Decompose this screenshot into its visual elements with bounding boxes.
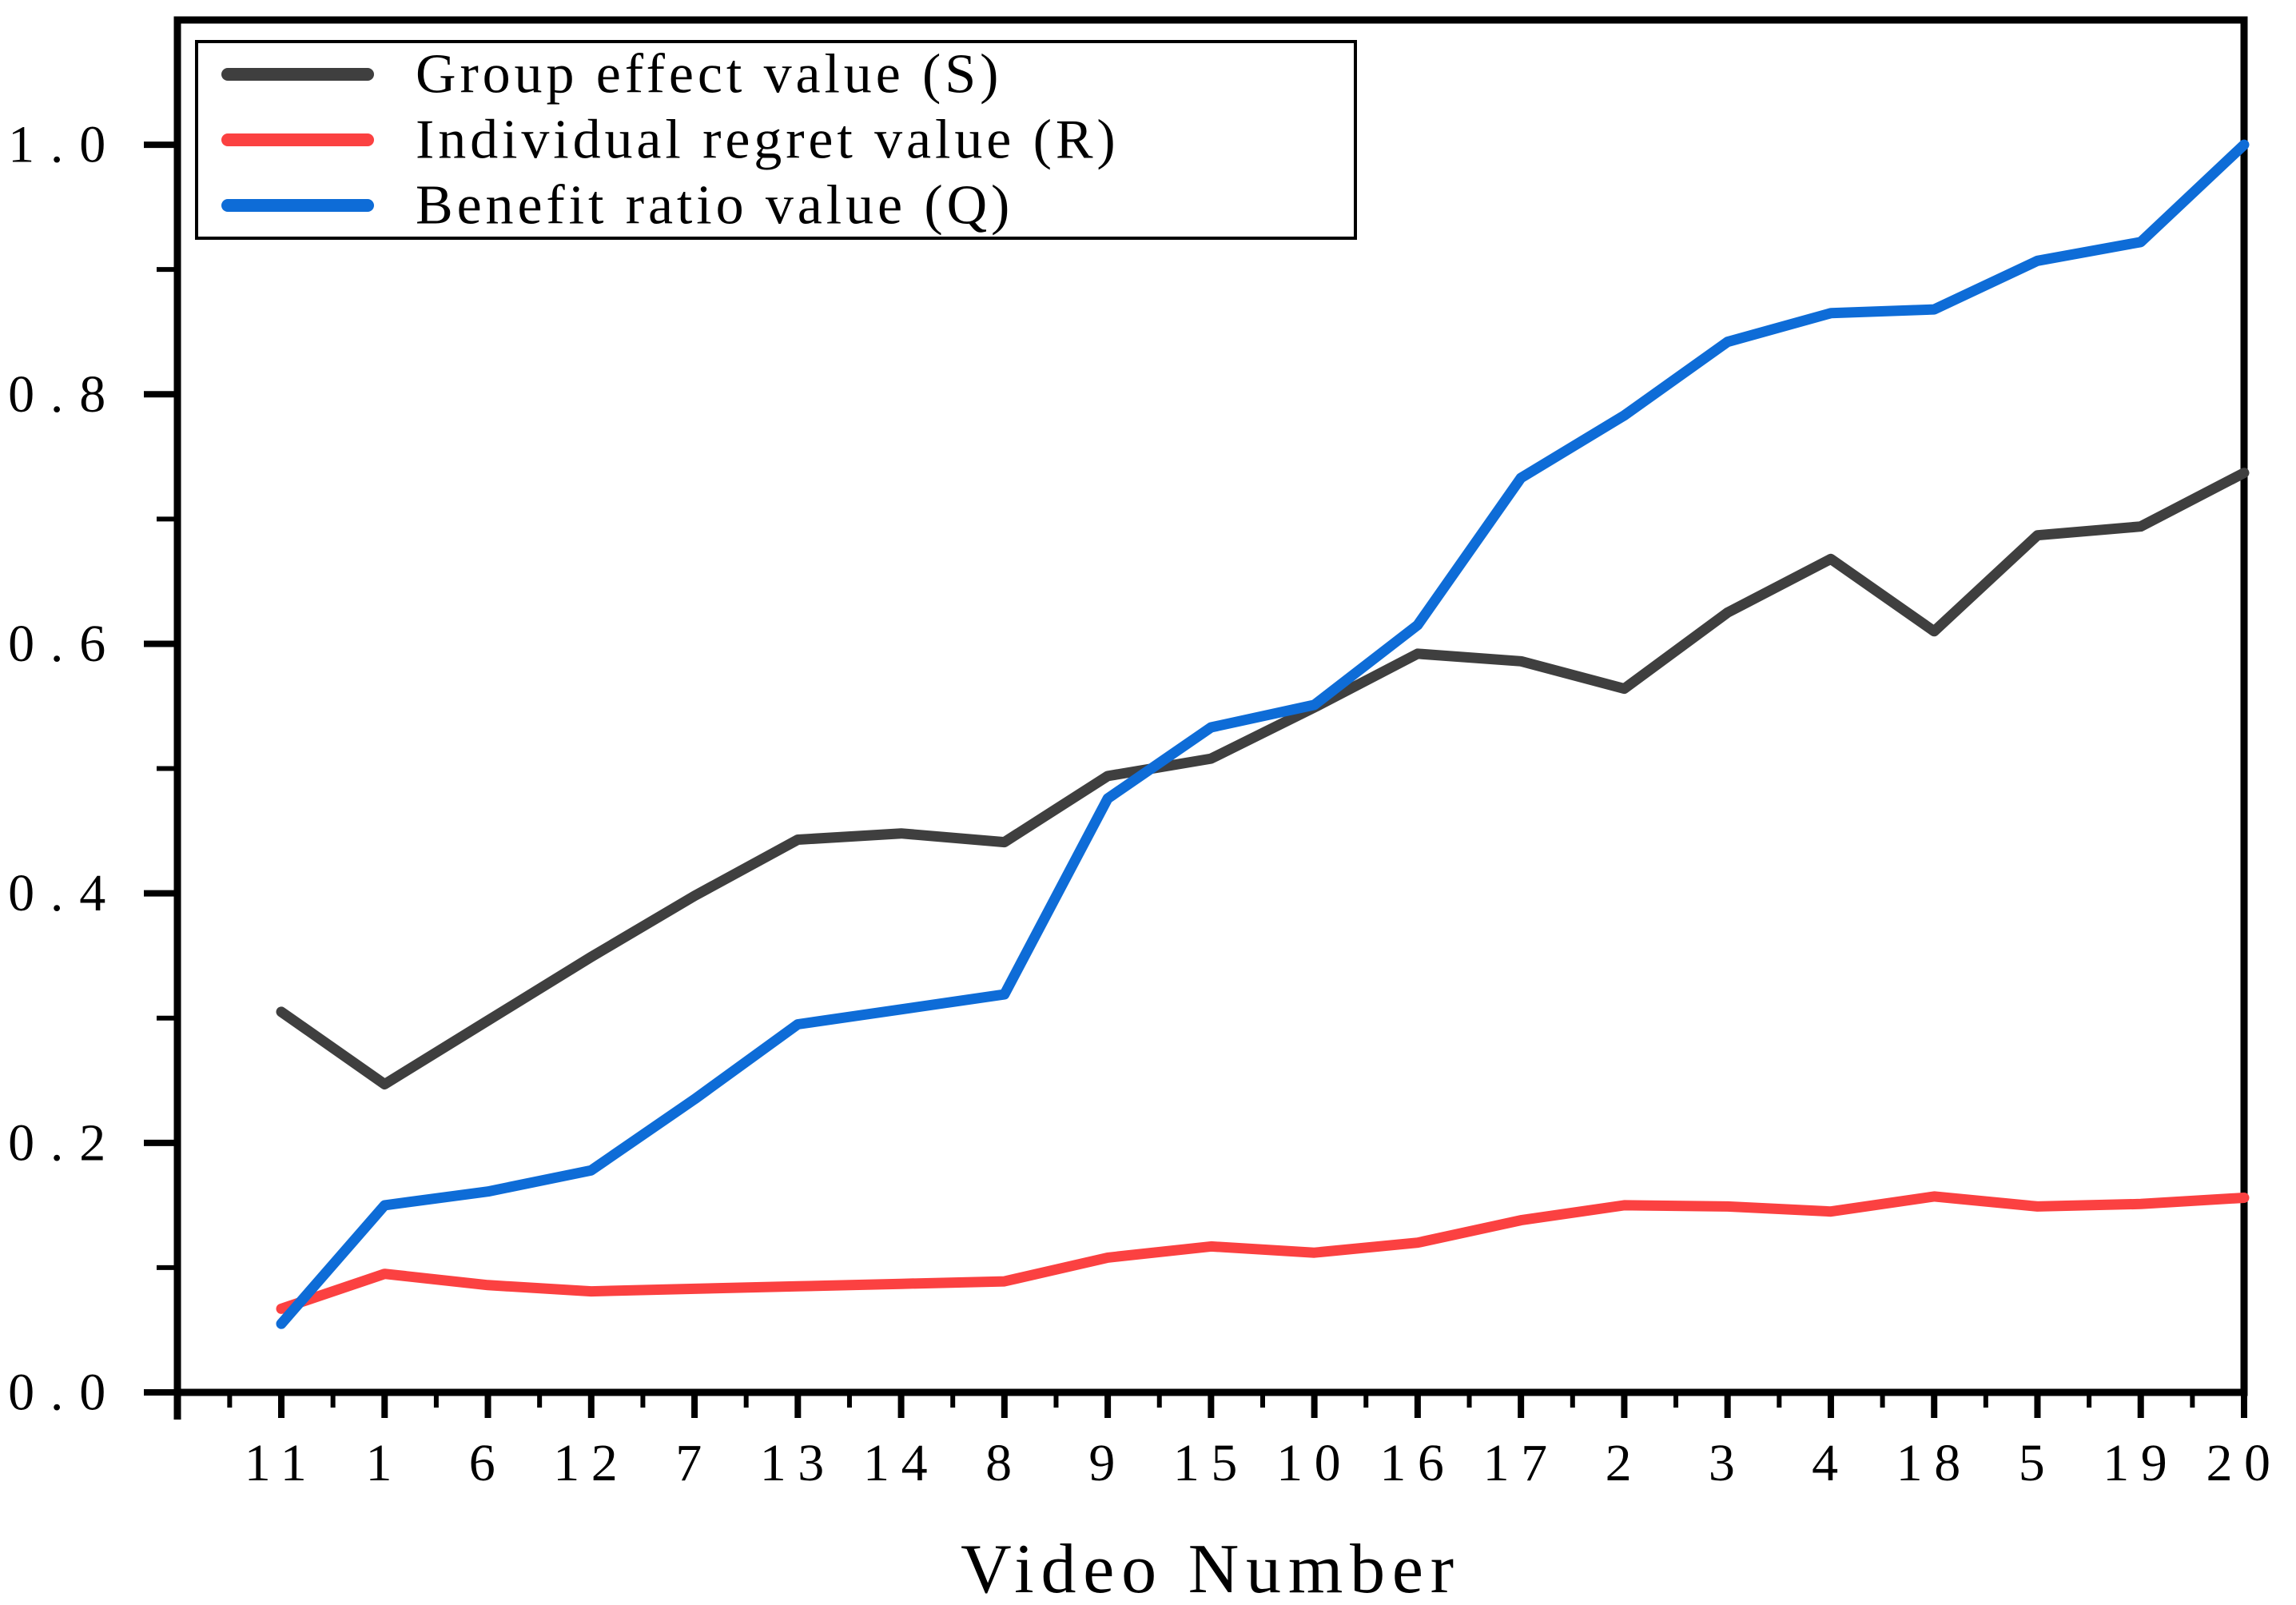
x-axis-title: Video Number — [961, 1531, 1461, 1605]
x-tick-label: 1 — [365, 1434, 404, 1492]
y-tick-label: 1.0 — [8, 116, 121, 174]
y-axis-ticks: 0.0 0.2 0.4 0.6 0.8 1.0 — [8, 116, 177, 1422]
x-tick-label: 2 — [1606, 1434, 1644, 1492]
y-tick-label: 0.4 — [8, 864, 121, 922]
legend-item: Individual regret value (R) — [221, 110, 1120, 171]
legend-item: Benefit ratio value (Q) — [221, 175, 1013, 237]
x-tick-label: 10 — [1276, 1434, 1352, 1492]
series-line-0 — [276, 468, 2250, 1089]
x-axis-ticks — [173, 1392, 2247, 1420]
x-tick-label: 14 — [863, 1434, 939, 1492]
x-tick-label: 8 — [985, 1434, 1024, 1492]
x-tick-label: 6 — [469, 1434, 507, 1492]
legend-label: Individual regret value (R) — [416, 110, 1120, 171]
x-tick-label: 12 — [553, 1434, 629, 1492]
legend-label: Group effect value (S) — [416, 44, 1002, 106]
x-tick-label: 7 — [675, 1434, 714, 1492]
y-tick-label: 0.8 — [8, 365, 121, 424]
x-tick-label: 5 — [2019, 1434, 2057, 1492]
series-lines — [276, 139, 2250, 1329]
legend-item: Group effect value (S) — [221, 44, 1002, 106]
x-tick-label: 19 — [2103, 1434, 2179, 1492]
x-tick-label: 16 — [1379, 1434, 1455, 1492]
x-tick-label: 4 — [1812, 1434, 1850, 1492]
legend-label: Benefit ratio value (Q) — [416, 175, 1013, 237]
x-tick-label: 11 — [245, 1434, 319, 1492]
x-tick-label: 20 — [2206, 1434, 2282, 1492]
x-tick-label: 15 — [1173, 1434, 1249, 1492]
x-axis-tick-labels: 11 1 6 12 7 13 14 8 9 15 10 16 17 2 3 4 18 5 19 20 — [245, 1434, 2282, 1492]
x-tick-label: 18 — [1896, 1434, 1972, 1492]
legend: Group effect value (S)Individual regret … — [195, 40, 1357, 240]
y-tick-label: 0.6 — [8, 615, 121, 673]
y-tick-label: 0.2 — [8, 1113, 121, 1172]
legend-box — [195, 40, 1357, 240]
x-tick-label: 3 — [1709, 1434, 1747, 1492]
x-tick-label: 13 — [760, 1434, 836, 1492]
x-tick-label: 9 — [1088, 1434, 1127, 1492]
series-line-1 — [276, 1191, 2250, 1314]
series-line-2 — [276, 139, 2250, 1329]
y-tick-label: 0.0 — [8, 1364, 121, 1422]
x-tick-label: 17 — [1483, 1434, 1559, 1492]
